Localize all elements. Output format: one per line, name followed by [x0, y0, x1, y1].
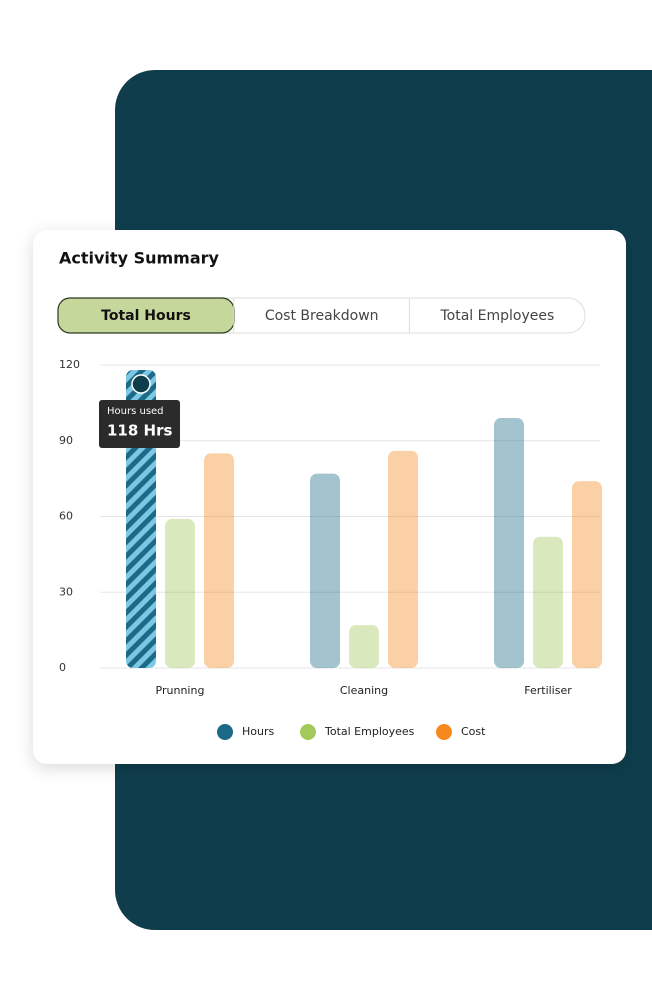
x-tick-label: Fertiliser	[524, 684, 572, 697]
bar[interactable]	[310, 473, 340, 668]
y-tick-label: 120	[59, 358, 80, 371]
tooltip-title: Hours used	[107, 406, 164, 417]
bar[interactable]	[533, 536, 563, 668]
tab[interactable]: Total Hours	[101, 308, 191, 324]
y-tick-label: 60	[59, 510, 73, 523]
legend-swatch	[436, 724, 452, 740]
y-tick-label: 30	[59, 585, 73, 598]
bar[interactable]	[572, 481, 602, 668]
legend-swatch	[217, 724, 233, 740]
tab[interactable]: Total Employees	[440, 308, 555, 324]
tab[interactable]: Cost Breakdown	[265, 308, 379, 324]
tabs: Total Hours Cost Breakdown Total Employees	[57, 297, 586, 334]
legend-label: Total Employees	[324, 725, 415, 738]
bar[interactable]	[204, 453, 234, 668]
card	[33, 230, 626, 764]
chart: 0 30 60 90 120 Prunning Cleaning Fertiliser Hour…	[59, 358, 602, 740]
legend-label: Hours	[242, 725, 274, 738]
tooltip	[99, 400, 180, 448]
legend-swatch	[300, 724, 316, 740]
bar[interactable]	[165, 519, 195, 668]
bar[interactable]	[494, 418, 524, 668]
tooltip-value: 118 Hrs	[107, 422, 172, 440]
y-tick-label: 90	[59, 434, 73, 447]
y-tick-label: 0	[59, 661, 66, 674]
bar[interactable]	[388, 450, 418, 668]
x-tick-label: Cleaning	[340, 684, 388, 697]
legend-label: Cost	[461, 725, 486, 738]
x-tick-label: Prunning	[156, 684, 205, 697]
card-title: Activity Summary	[59, 249, 220, 268]
bar[interactable]	[349, 625, 379, 668]
cursor	[131, 374, 151, 394]
